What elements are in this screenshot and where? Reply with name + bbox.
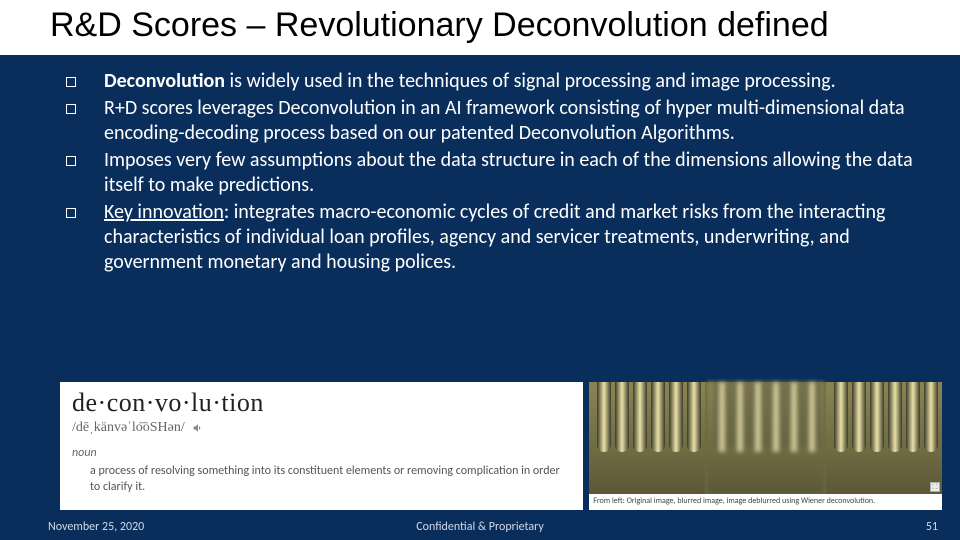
image-caption-text: From left: Original image, blurred image…: [593, 496, 875, 506]
title-block: R&D Scores – Revolutionary Deconvolution…: [0, 0, 960, 55]
bullet-item: Imposes very few assumptions about the d…: [60, 148, 920, 198]
speaker-icon[interactable]: [191, 421, 205, 435]
dictionary-pos: noun: [72, 446, 571, 460]
bullet-text: R+D scores leverages Deconvolution in an…: [104, 96, 905, 145]
dictionary-word: de·con·vo·lu·tion: [72, 388, 571, 418]
footer: November 25, 2020 Confidential & Proprie…: [0, 520, 960, 534]
bullet-item: Key innovation: integrates macro-economi…: [60, 200, 920, 275]
slide-title: R&D Scores – Revolutionary Deconvolution…: [50, 6, 940, 45]
bullet-bold-lead: Deconvolution: [104, 69, 225, 93]
image-caption: ⛶ From left: Original image, blurred ima…: [589, 494, 942, 510]
image-blurred: [707, 382, 823, 494]
dictionary-pronunciation-row: /dēˌkänvəˈlo͞oSHən/: [72, 420, 571, 436]
footer-date: November 25, 2020: [48, 520, 144, 534]
content-area: Deconvolution is widely used in the tech…: [0, 55, 960, 275]
deconvolution-image-panel: ⛶ From left: Original image, blurred ima…: [589, 382, 942, 510]
image-deblurred: [826, 382, 942, 494]
footer-page-number: 51: [926, 520, 938, 534]
bullet-item: Deconvolution is widely used in the tech…: [60, 69, 920, 94]
expand-icon[interactable]: ⛶: [930, 482, 940, 492]
dictionary-definition: a process of resolving something into it…: [90, 464, 571, 495]
dictionary-panel: de·con·vo·lu·tion /dēˌkänvəˈlo͞oSHən/ no…: [60, 382, 583, 510]
image-strip: [589, 382, 942, 494]
bullet-text: is widely used in the techniques of sign…: [225, 69, 836, 93]
bullet-underline-lead: Key innovation: [104, 200, 224, 224]
bullet-item: R+D scores leverages Deconvolution in an…: [60, 96, 920, 146]
images-row: de·con·vo·lu·tion /dēˌkänvəˈlo͞oSHən/ no…: [60, 382, 942, 510]
dictionary-pronunciation: /dēˌkänvəˈlo͞oSHən/: [72, 420, 185, 436]
image-original: [589, 382, 705, 494]
bullet-list: Deconvolution is widely used in the tech…: [60, 69, 920, 275]
bullet-text: Imposes very few assumptions about the d…: [104, 148, 913, 197]
footer-center: Confidential & Proprietary: [416, 520, 544, 534]
